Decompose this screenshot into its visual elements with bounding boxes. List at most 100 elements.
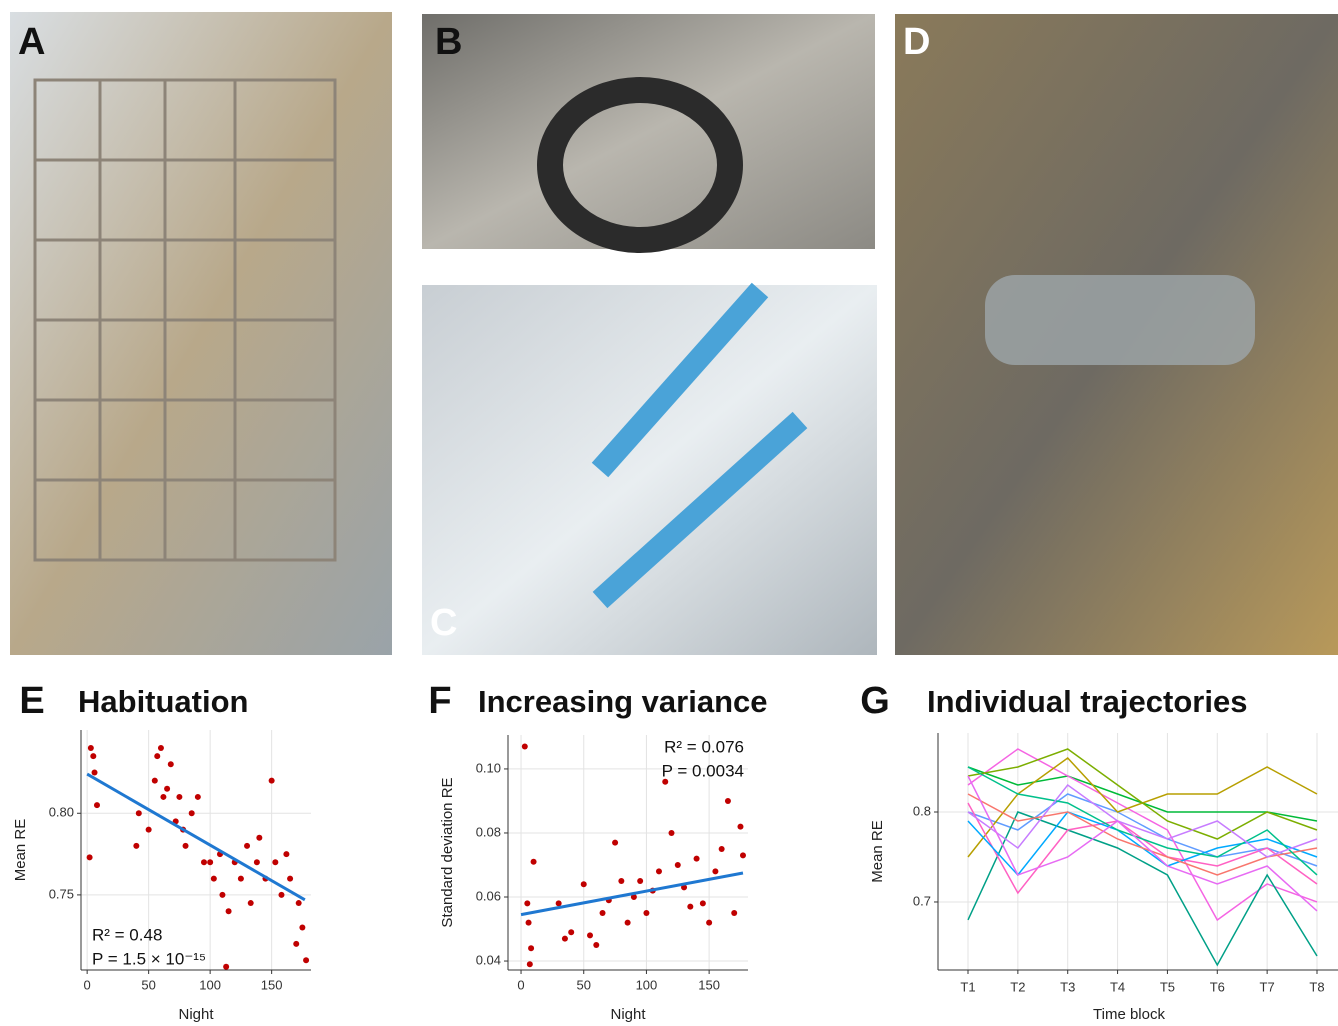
panel-label: E	[19, 680, 44, 722]
x-tick-label: 50	[577, 977, 591, 992]
panel-label: B	[435, 21, 462, 63]
x-tick-label: T3	[1060, 979, 1075, 994]
point	[618, 878, 624, 884]
point	[712, 868, 718, 874]
x-tick-label: T8	[1309, 979, 1324, 994]
y-tick-label: 0.04	[476, 952, 501, 967]
point	[176, 794, 182, 800]
x-tick-label: T5	[1160, 979, 1175, 994]
point	[556, 900, 562, 906]
y-tick-label: 0.7	[913, 893, 931, 908]
point	[700, 900, 706, 906]
point	[625, 920, 631, 926]
point	[189, 810, 195, 816]
x-tick-label: T7	[1260, 979, 1275, 994]
point	[643, 910, 649, 916]
point	[737, 824, 743, 830]
point	[527, 961, 533, 967]
point	[526, 920, 532, 926]
x-tick-label: 0	[84, 977, 91, 992]
x-axis-title: Night	[610, 1006, 646, 1023]
y-axis-title: Standard deviation RE	[439, 777, 456, 927]
point	[92, 769, 98, 775]
point	[531, 859, 537, 865]
point	[88, 745, 94, 751]
x-tick-label: 150	[261, 977, 283, 992]
x-tick-label: T1	[960, 979, 975, 994]
point	[637, 878, 643, 884]
point	[87, 854, 93, 860]
point	[90, 753, 96, 759]
annotation: R² = 0.48	[92, 925, 162, 944]
panel-label: A	[18, 21, 45, 63]
figure: A B C D EHabituation0.750.80050100150Nig…	[0, 0, 1338, 1026]
point	[256, 835, 262, 841]
point	[287, 876, 293, 882]
point	[612, 840, 618, 846]
point	[524, 900, 530, 906]
x-axis-title: Time block	[1093, 1006, 1165, 1023]
point	[706, 920, 712, 926]
y-tick-label: 0.80	[49, 805, 74, 820]
point	[568, 929, 574, 935]
point	[656, 868, 662, 874]
panel-label: D	[903, 21, 930, 63]
point	[207, 859, 213, 865]
chart-title: Increasing variance	[478, 684, 768, 719]
photo	[422, 285, 877, 655]
point	[211, 876, 217, 882]
y-tick-label: 0.8	[913, 803, 931, 818]
point	[136, 810, 142, 816]
y-tick-label: 0.75	[49, 886, 74, 901]
x-tick-label: T6	[1210, 979, 1225, 994]
point	[303, 957, 309, 963]
point	[299, 925, 305, 931]
point	[694, 856, 700, 862]
point	[248, 900, 254, 906]
point	[278, 892, 284, 898]
point	[183, 843, 189, 849]
point	[152, 778, 158, 784]
point	[244, 843, 250, 849]
annotation: R² = 0.076	[664, 737, 744, 756]
point	[195, 794, 201, 800]
x-tick-label: 150	[698, 977, 720, 992]
panel-label: F	[428, 680, 451, 722]
point	[528, 945, 534, 951]
annotation: P = 1.5 × 10⁻¹⁵	[92, 949, 206, 968]
point	[133, 843, 139, 849]
point	[269, 778, 275, 784]
point	[168, 761, 174, 767]
chart-title: Habituation	[78, 684, 249, 719]
point	[675, 862, 681, 868]
y-tick-label: 0.10	[476, 760, 501, 775]
x-tick-label: 100	[636, 977, 658, 992]
point	[600, 910, 606, 916]
x-tick-label: T4	[1110, 979, 1125, 994]
point	[293, 941, 299, 947]
panel-label: G	[860, 680, 890, 722]
point	[719, 846, 725, 852]
point	[254, 859, 260, 865]
point	[158, 745, 164, 751]
point	[593, 942, 599, 948]
point	[522, 744, 528, 750]
panel-label: C	[430, 602, 457, 644]
point	[160, 794, 166, 800]
point	[154, 753, 160, 759]
x-tick-label: 50	[141, 977, 155, 992]
point	[687, 904, 693, 910]
point	[669, 830, 675, 836]
point	[223, 964, 229, 970]
point	[238, 876, 244, 882]
point	[94, 802, 100, 808]
annotation: P = 0.0034	[662, 761, 744, 780]
point	[283, 851, 289, 857]
point	[219, 892, 225, 898]
x-tick-label: 0	[517, 977, 524, 992]
page: A B C D EHabituation0.750.80050100150Nig…	[0, 0, 1338, 1026]
point	[272, 859, 278, 865]
x-axis-title: Night	[178, 1006, 214, 1023]
point	[201, 859, 207, 865]
point	[581, 881, 587, 887]
